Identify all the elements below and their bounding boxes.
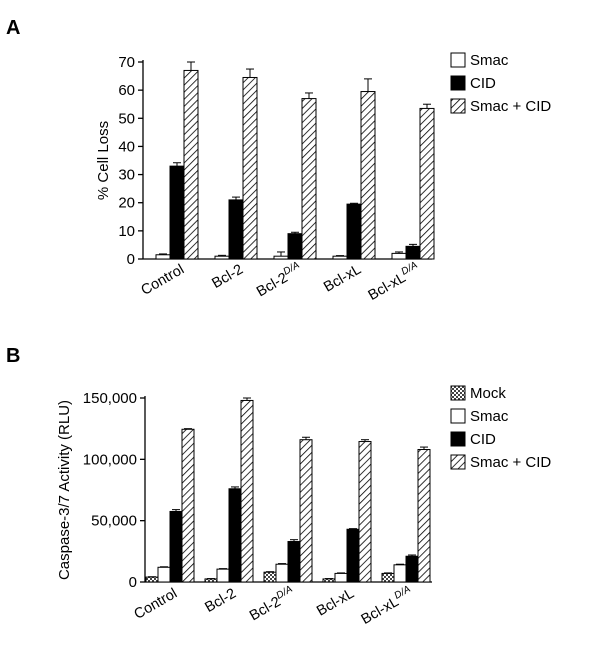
bar bbox=[169, 165, 185, 260]
y-tick-label: 0 bbox=[129, 574, 137, 591]
legend-label: Smac + CID bbox=[470, 454, 551, 471]
bar bbox=[228, 488, 242, 583]
bar bbox=[242, 76, 258, 260]
bar bbox=[346, 528, 360, 583]
legend-swatch bbox=[450, 454, 466, 470]
y-tick-label: 50 bbox=[118, 110, 135, 127]
panel-letter-b: B bbox=[6, 345, 20, 367]
bar bbox=[157, 566, 171, 583]
bar bbox=[275, 563, 289, 583]
bar bbox=[155, 254, 171, 260]
bar bbox=[204, 578, 218, 583]
category-label: Bcl-xL bbox=[314, 586, 357, 620]
bar bbox=[419, 107, 435, 260]
legend-label: Smac + CID bbox=[470, 98, 551, 115]
y-axis-title: Caspase-3/7 Activity (RLU) bbox=[56, 400, 73, 580]
bar bbox=[334, 572, 348, 583]
bar bbox=[214, 255, 230, 260]
legend-swatch bbox=[450, 408, 466, 424]
bar bbox=[381, 572, 395, 583]
bar bbox=[405, 555, 419, 583]
category-label: Bcl-xLD/A bbox=[358, 584, 417, 628]
bar bbox=[332, 255, 348, 260]
y-tick-label: 150,000 bbox=[83, 390, 137, 407]
bar bbox=[391, 252, 407, 260]
bar bbox=[169, 510, 183, 583]
category-label: Bcl-2D/A bbox=[253, 260, 305, 301]
legend-label: CID bbox=[470, 75, 496, 92]
panel-b-chart: 0 50,000 100,000 150,000 Caspase-3/7 Activit… bbox=[56, 385, 551, 628]
bar bbox=[405, 245, 421, 260]
y-tick-label: 0 bbox=[127, 251, 135, 268]
bar bbox=[145, 576, 159, 583]
bar bbox=[299, 439, 313, 583]
category-label: Control bbox=[132, 586, 180, 623]
bar bbox=[273, 255, 289, 260]
bar bbox=[228, 199, 244, 260]
legend-label: Smac bbox=[470, 408, 509, 425]
legend-label: CID bbox=[470, 431, 496, 448]
legend-swatch bbox=[450, 75, 466, 91]
y-tick-label: 40 bbox=[118, 138, 135, 155]
legend-swatch bbox=[450, 52, 466, 68]
panel-letter-a: A bbox=[6, 17, 20, 39]
category-label: Bcl-2 bbox=[202, 586, 239, 616]
y-tick-label: 30 bbox=[118, 167, 135, 184]
legend-swatch bbox=[450, 385, 466, 401]
y-tick-label: 10 bbox=[118, 223, 135, 240]
bar bbox=[263, 571, 277, 583]
category-label: Control bbox=[139, 262, 187, 299]
y-tick-label: 20 bbox=[118, 195, 135, 212]
legend-swatch bbox=[450, 98, 466, 114]
y-tick-label: 60 bbox=[118, 82, 135, 99]
bar bbox=[417, 449, 431, 583]
legend-label: Smac bbox=[470, 52, 509, 69]
y-tick-label: 70 bbox=[118, 54, 135, 71]
bar bbox=[358, 441, 372, 583]
category-label: Bcl-xL bbox=[321, 262, 364, 296]
bar bbox=[216, 568, 230, 583]
legend-swatch bbox=[450, 431, 466, 447]
bar bbox=[346, 203, 362, 260]
bar bbox=[181, 428, 195, 583]
category-label: Bcl-xLD/A bbox=[365, 260, 424, 304]
bar bbox=[287, 541, 301, 583]
bar bbox=[393, 564, 407, 583]
bar bbox=[183, 69, 199, 260]
bar bbox=[360, 91, 376, 260]
y-tick-label: 50,000 bbox=[91, 513, 137, 530]
y-axis-title: % Cell Loss bbox=[95, 121, 112, 200]
bar bbox=[322, 578, 336, 583]
bar bbox=[240, 399, 254, 583]
bar bbox=[301, 98, 317, 260]
category-label: Bcl-2D/A bbox=[246, 584, 298, 625]
legend-label: Mock bbox=[470, 385, 506, 402]
bar bbox=[287, 233, 303, 260]
y-tick-label: 100,000 bbox=[83, 451, 137, 468]
category-label: Bcl-2 bbox=[209, 262, 246, 292]
